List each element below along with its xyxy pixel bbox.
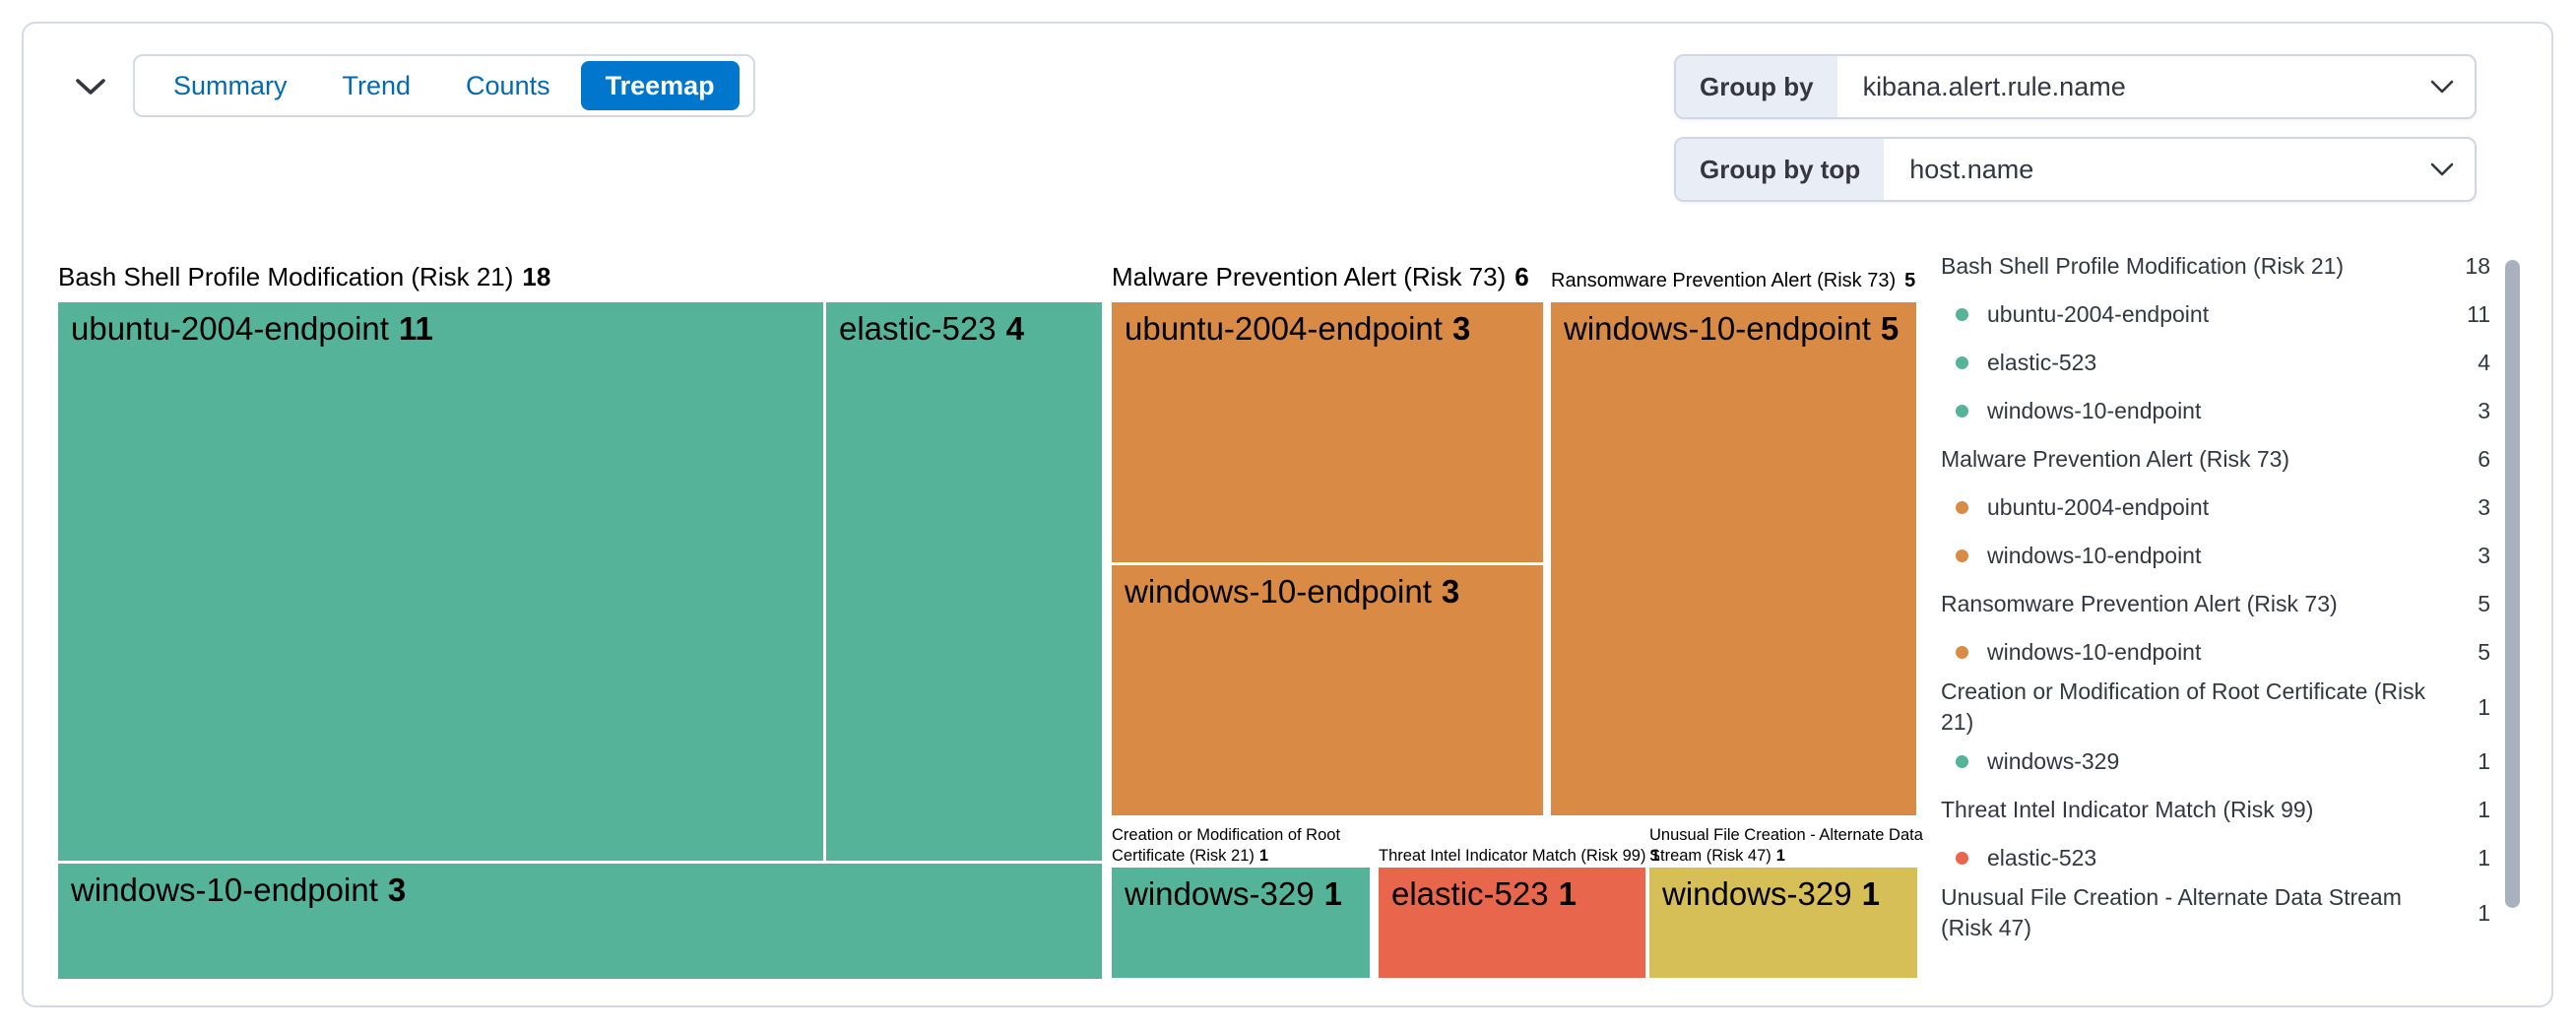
legend-count: 6 [2478, 446, 2490, 472]
legend-row[interactable]: ubuntu-2004-endpoint 3 [1941, 484, 2490, 532]
legend-color-dot [1956, 646, 1968, 659]
legend-label: elastic-523 [1987, 845, 2097, 871]
legend-color-dot [1956, 501, 1968, 514]
legend-row[interactable]: windows-10-endpoint 3 [1941, 532, 2490, 580]
legend-label: elastic-523 [1987, 349, 2097, 375]
treemap-group-header: Ransomware Prevention Alert (Risk 73) 5 [1551, 270, 1916, 291]
legend-row[interactable]: elastic-523 4 [1941, 339, 2490, 387]
legend-count: 1 [2478, 693, 2490, 720]
treemap-cell[interactable]: ubuntu-2004-endpoint 3 [1112, 302, 1543, 562]
legend-row[interactable]: Bash Shell Profile Modification (Risk 21… [1941, 242, 2490, 290]
legend-color-dot [1956, 852, 1968, 866]
legend-count: 3 [2478, 398, 2490, 423]
group-by-prepend-label: Group by [1676, 56, 1837, 117]
legend-label: windows-329 [1987, 748, 2120, 775]
group-by-top-prepend-label: Group by top [1676, 139, 1885, 200]
treemap-group-header: Creation or Modification of Root Certifi… [1112, 826, 1341, 866]
legend-label: windows-10-endpoint [1987, 638, 2202, 665]
legend-row[interactable]: Unusual File Creation - Alternate Data S… [1941, 882, 2490, 943]
legend-label: Unusual File Creation - Alternate Data S… [1941, 884, 2402, 941]
view-selector-tab-group: Summary Trend Counts Treemap [133, 54, 755, 117]
legend-row[interactable]: Threat Intel Indicator Match (Risk 99) 1 [1941, 786, 2490, 834]
legend-label: windows-10-endpoint [1987, 542, 2202, 568]
chevron-down-icon [2410, 56, 2475, 117]
legend-label: Creation or Modification of Root Certifi… [1941, 678, 2426, 736]
tab-treemap[interactable]: Treemap [580, 61, 740, 110]
treemap-group-header: Bash Shell Profile Modification (Risk 21… [58, 262, 551, 291]
legend-count: 1 [2478, 845, 2490, 871]
legend-count: 1 [2478, 797, 2490, 823]
group-by-top-select[interactable]: Group by top host.name [1674, 137, 2477, 202]
legend-row[interactable]: windows-10-endpoint 5 [1941, 628, 2490, 677]
treemap-cell[interactable]: windows-329 1 [1649, 868, 1917, 978]
legend-label: ubuntu-2004-endpoint [1987, 493, 2210, 520]
legend-count: 4 [2478, 350, 2490, 375]
treemap-cell[interactable]: windows-10-endpoint 3 [1112, 565, 1543, 815]
treemap-cell[interactable]: windows-10-endpoint 5 [1551, 302, 1916, 815]
group-by-top-value: host.name [1909, 154, 2034, 184]
treemap-group-header: Unusual File Creation - Alternate Data S… [1649, 826, 1923, 866]
alerts-visualization-panel: Summary Trend Counts Treemap Group by ki… [22, 22, 2553, 1007]
legend-color-dot [1956, 308, 1968, 321]
legend-row[interactable]: windows-10-endpoint 3 [1941, 387, 2490, 435]
legend-color-dot [1956, 405, 1968, 418]
legend-scrollbar-thumb[interactable] [2505, 260, 2520, 908]
chevron-down-icon [75, 77, 106, 99]
treemap-cell[interactable]: elastic-523 4 [826, 302, 1102, 861]
legend-row[interactable]: elastic-523 1 [1941, 834, 2490, 882]
legend-count: 3 [2478, 543, 2490, 568]
treemap-group-header: Threat Intel Indicator Match (Risk 99) 1 [1379, 847, 1660, 866]
legend-label: Ransomware Prevention Alert (Risk 73) [1941, 590, 2338, 616]
tab-trend[interactable]: Trend [318, 61, 436, 110]
chevron-down-icon [2410, 139, 2475, 200]
treemap-cell[interactable]: windows-10-endpoint 3 [58, 864, 1102, 979]
treemap-group-header: Malware Prevention Alert (Risk 73) 6 [1112, 262, 1529, 291]
legend-label: windows-10-endpoint [1987, 397, 2202, 423]
group-by-value: kibana.alert.rule.name [1862, 71, 2126, 101]
treemap-legend: Bash Shell Profile Modification (Risk 21… [1941, 242, 2490, 943]
legend-count: 1 [2478, 748, 2490, 775]
legend-row[interactable]: Creation or Modification of Root Certifi… [1941, 677, 2490, 738]
tab-summary[interactable]: Summary [149, 61, 312, 110]
tab-counts[interactable]: Counts [441, 61, 575, 110]
legend-color-dot [1956, 755, 1968, 769]
legend-row[interactable]: ubuntu-2004-endpoint 11 [1941, 290, 2490, 339]
legend-count: 1 [2478, 899, 2490, 926]
legend-count: 5 [2478, 591, 2490, 616]
legend-row[interactable]: Malware Prevention Alert (Risk 73) 6 [1941, 435, 2490, 484]
alerts-treemap: Bash Shell Profile Modification (Risk 21… [58, 256, 1923, 979]
legend-row[interactable]: Ransomware Prevention Alert (Risk 73) 5 [1941, 580, 2490, 628]
legend-count: 11 [2467, 301, 2490, 327]
legend-label: Malware Prevention Alert (Risk 73) [1941, 445, 2290, 472]
legend-label: Bash Shell Profile Modification (Risk 21… [1941, 252, 2345, 279]
legend-color-dot [1956, 549, 1968, 562]
legend-row[interactable]: windows-329 1 [1941, 738, 2490, 786]
legend-color-dot [1956, 356, 1968, 369]
legend-count: 5 [2478, 639, 2490, 665]
collapse-section-button[interactable] [65, 67, 116, 108]
legend-label: Threat Intel Indicator Match (Risk 99) [1941, 797, 2314, 823]
treemap-cell[interactable]: elastic-523 1 [1379, 868, 1645, 978]
treemap-cell[interactable]: windows-329 1 [1112, 868, 1370, 978]
group-by-select[interactable]: Group by kibana.alert.rule.name [1674, 54, 2477, 119]
legend-label: ubuntu-2004-endpoint [1987, 300, 2210, 327]
treemap-cell[interactable]: ubuntu-2004-endpoint 11 [58, 302, 823, 861]
legend-count: 18 [2465, 253, 2490, 279]
legend-count: 3 [2478, 494, 2490, 520]
